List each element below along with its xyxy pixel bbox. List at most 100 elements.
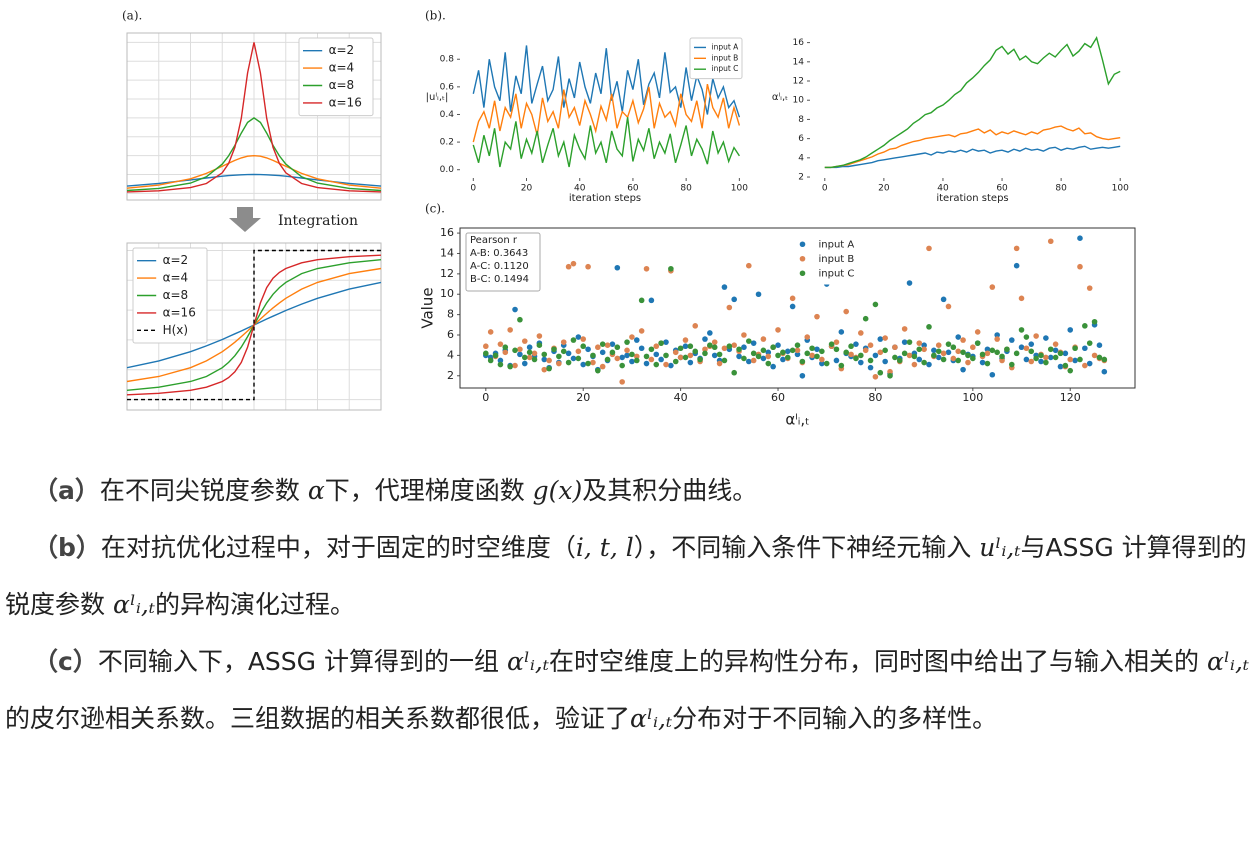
legend-box [689, 37, 743, 80]
legend-label: α=16 [163, 305, 196, 319]
scatter-point [935, 348, 942, 355]
scatter-point [483, 350, 489, 357]
scatter-point [702, 350, 708, 357]
scatter-point [877, 369, 884, 376]
scatter-point [721, 357, 728, 364]
scatter-point [916, 356, 923, 363]
scatter-point [945, 349, 952, 356]
scatter-point [784, 354, 791, 361]
y-tick-label: 6 [447, 328, 454, 341]
scatter-point [517, 316, 523, 323]
scatter-point [736, 346, 742, 353]
scatter-point [570, 337, 577, 343]
scatter-point [663, 352, 669, 359]
captions: （a）在不同尖锐度参数 α下，代理梯度函数 g(x)及其积分曲线。 （b）在对抗优… [0, 462, 1257, 747]
scatter-point [1028, 348, 1035, 355]
scatter-point [521, 360, 528, 367]
scatter-point [643, 360, 650, 367]
scatter-point [682, 337, 689, 343]
scatter-point [590, 352, 596, 359]
scatter-point [541, 356, 548, 363]
x-tick-label: 40 [574, 184, 586, 194]
scatter-point [940, 350, 947, 357]
scatter-point [989, 347, 996, 354]
scatter-point [614, 264, 621, 271]
scatter-point [590, 359, 596, 366]
x-tick-label: 60 [771, 391, 785, 404]
scatter-point [750, 357, 757, 364]
scatter-point [638, 345, 645, 352]
scatter-point [526, 354, 533, 361]
scatter-point [599, 349, 606, 356]
scatter-point [887, 368, 893, 375]
caption-text: （b） [33, 533, 101, 562]
series-line [824, 36, 1121, 169]
scatter-point [765, 360, 772, 367]
scatter-point [989, 284, 996, 290]
caption-text: 不同输入下，ASSG 计算得到的一组 [97, 647, 507, 676]
scatter-point [1067, 367, 1074, 374]
scatter-point [526, 344, 533, 351]
scatter-point [580, 361, 587, 368]
scatter-point [658, 340, 664, 346]
scatter-point [653, 343, 660, 350]
x-tick-label: 60 [627, 184, 639, 194]
scatter-point [770, 344, 776, 351]
scatter-point [921, 346, 927, 353]
scatter-point [804, 334, 811, 340]
scatter-point [872, 352, 879, 359]
scatter-point [502, 344, 509, 351]
scatter-point [867, 342, 874, 348]
scatter-point [780, 349, 786, 356]
scatter-point [604, 356, 611, 363]
scatter-point [672, 358, 679, 365]
caption-text: （c） [33, 647, 98, 676]
scatter-point [1013, 262, 1020, 269]
caption-text: 的异构演化过程。 [155, 590, 356, 619]
scatter-point [940, 296, 947, 303]
scatter-point [989, 371, 996, 378]
scatter-point [570, 260, 577, 267]
scatter-point [999, 353, 1005, 360]
series-line [824, 145, 1121, 169]
caption-text: 的皮尔逊相关系数。三组数据的相关系数都很低，验证了 [5, 704, 631, 733]
scatter-point [599, 341, 606, 347]
scatter-point [595, 367, 601, 374]
caption-text: 及其积分曲线。 [582, 476, 758, 505]
scatter-point [629, 351, 635, 358]
y-tick-label: 0.0 [440, 165, 455, 175]
x-axis-label: iteration steps [936, 193, 1008, 204]
scatter-point [858, 359, 864, 366]
series-line [126, 42, 382, 193]
scatter-point [843, 308, 850, 315]
scatter-point [892, 354, 898, 361]
scatter-point [702, 336, 708, 342]
scatter-point [1038, 352, 1044, 359]
scatter-point [517, 351, 523, 358]
scatter-point [692, 323, 699, 329]
scatter-point [1023, 334, 1030, 340]
scatter-point [687, 352, 694, 359]
scatter-point [896, 357, 903, 364]
scatter-point [483, 343, 489, 350]
x-tick-label: 20 [521, 184, 533, 194]
scatter-point [1067, 356, 1074, 363]
scatter-point [833, 346, 840, 353]
scatter-point [677, 354, 684, 361]
series-line [472, 117, 740, 168]
legend-label: H(x) [163, 323, 189, 337]
annotation-text: A-C: 0.1120 [470, 261, 529, 272]
scatter-point [799, 372, 806, 379]
legend-label: input B [819, 254, 855, 265]
scatter-point [546, 357, 552, 364]
scatter-point [614, 355, 621, 362]
y-tick-label: 2 [798, 173, 804, 183]
scatter-point [984, 346, 991, 353]
scatter-point [711, 339, 718, 345]
scatter-point [663, 361, 669, 368]
caption-math: αˡᵢ,ₜ [506, 647, 550, 676]
scatter-point [711, 352, 718, 359]
scatter-point [575, 334, 582, 340]
scatter-point [531, 350, 538, 357]
caption-math: g(x) [532, 476, 583, 505]
